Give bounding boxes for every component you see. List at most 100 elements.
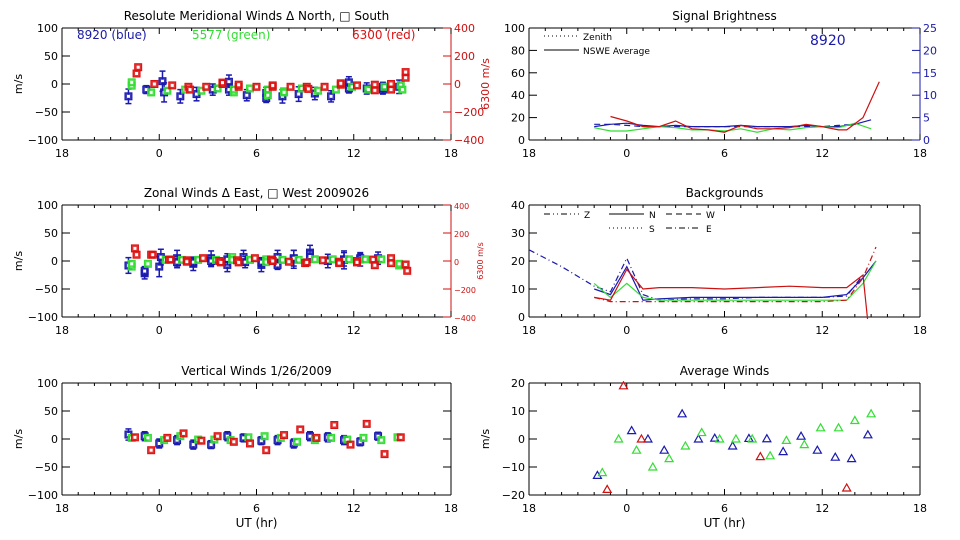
data-point-8920 xyxy=(796,430,807,440)
legend-label: W xyxy=(706,211,715,221)
data-point-center xyxy=(135,72,139,75)
y-tick-label: 0 xyxy=(51,433,58,446)
x-tick-label: 18 xyxy=(444,147,458,160)
y-tick-right-label: 20 xyxy=(923,44,937,57)
data-point-center xyxy=(399,435,403,439)
y-tick-label: −100 xyxy=(28,311,58,324)
data-point-8920 xyxy=(778,446,789,456)
y-tick-right-label: −200 xyxy=(454,106,484,119)
data-point-center xyxy=(146,262,150,266)
data-point-5577 xyxy=(647,461,658,471)
chart-title: Average Winds xyxy=(680,364,770,378)
y-tick-right-label: 200 xyxy=(454,50,475,63)
y-tick-right-label: 25 xyxy=(923,22,937,35)
x-tick-label: 6 xyxy=(253,324,260,337)
data-point-center xyxy=(248,258,252,262)
data-layer xyxy=(124,244,412,280)
y-tick-label: 40 xyxy=(511,89,525,102)
data-point-center xyxy=(264,448,268,452)
x-axis-label: UT (hr) xyxy=(704,516,746,530)
y-tick-right-label: 400 xyxy=(454,22,475,35)
data-point-center xyxy=(237,260,241,264)
data-point-center xyxy=(199,89,203,93)
y-tick-right-label: 0 xyxy=(454,78,461,91)
y-tick-label: 50 xyxy=(44,405,58,418)
data-point-center xyxy=(246,435,250,439)
x-tick-label: 18 xyxy=(55,502,69,515)
y-axis-label: m/s xyxy=(12,74,25,94)
data-layer xyxy=(124,63,410,105)
x-tick-label: 6 xyxy=(721,502,728,515)
y-tick-label: 100 xyxy=(37,377,58,390)
x-tick-label: 18 xyxy=(444,324,458,337)
data-point-center xyxy=(316,89,320,93)
data-point-center xyxy=(126,94,130,98)
x-tick-label: 12 xyxy=(347,502,361,515)
data-point-center xyxy=(230,258,234,262)
data-point-center xyxy=(248,441,252,445)
x-tick-label: 12 xyxy=(815,502,829,515)
data-point-center xyxy=(191,443,195,447)
data-point-center xyxy=(300,86,304,90)
data-point-center xyxy=(355,260,359,264)
data-point-center xyxy=(130,262,134,266)
data-point-center xyxy=(264,260,268,264)
data-point-center xyxy=(331,257,335,261)
data-point-center xyxy=(266,93,270,97)
data-point-5577 xyxy=(833,422,844,432)
y-axis-label: m/s xyxy=(12,429,25,449)
x-tick-label: 18 xyxy=(913,147,927,160)
data-point-center xyxy=(227,80,231,84)
data-point-5577 xyxy=(714,433,725,443)
data-point-center xyxy=(329,436,333,440)
data-point-center xyxy=(169,258,173,262)
data-point-center xyxy=(389,256,393,260)
data-point-center xyxy=(211,88,215,92)
y-tick-label: 100 xyxy=(37,22,58,35)
x-tick-label: 12 xyxy=(347,324,361,337)
data-point-8920 xyxy=(693,433,704,443)
data-point-center xyxy=(389,88,393,92)
data-point-center xyxy=(337,261,341,265)
data-point-center xyxy=(191,260,195,264)
data-point-center xyxy=(399,83,403,87)
data-point-center xyxy=(345,438,349,442)
data-point-center xyxy=(149,448,153,452)
y-axis-right-label: 6300 m/s xyxy=(479,58,492,110)
data-point-center xyxy=(149,90,153,94)
x-tick-label: 18 xyxy=(55,324,69,337)
data-point-center xyxy=(276,255,280,259)
chart-title: Vertical Winds 1/26/2009 xyxy=(181,364,332,378)
data-point-center xyxy=(195,92,199,96)
data-point-center xyxy=(271,259,275,263)
data-point-6300 xyxy=(755,451,766,461)
data-point-center xyxy=(133,246,137,250)
data-point-center xyxy=(379,438,383,442)
panel-meridional: Resolute Meridional Winds Δ North, □ Sou… xyxy=(12,9,492,160)
data-point-center xyxy=(326,259,330,263)
data-point-5577 xyxy=(799,439,810,449)
y-tick-label: 0 xyxy=(51,78,58,91)
y-tick-label: −100 xyxy=(28,489,58,502)
data-point-center xyxy=(295,440,299,444)
data-point-5577 xyxy=(680,440,691,450)
data-point-5577 xyxy=(613,433,624,443)
x-tick-label: 0 xyxy=(156,324,163,337)
data-point-center xyxy=(130,80,134,84)
data-point-center xyxy=(263,434,267,438)
data-point-5577 xyxy=(866,408,877,418)
chart-title: Zonal Winds Δ East, □ West 2009026 xyxy=(144,186,369,200)
data-point-5577 xyxy=(664,453,675,463)
x-tick-label: 6 xyxy=(253,502,260,515)
y-tick-right-label: 0 xyxy=(454,258,459,267)
y-tick-label: −100 xyxy=(28,134,58,147)
data-point-center xyxy=(276,263,280,267)
chart-title: Signal Brightness xyxy=(672,9,777,23)
data-point-center xyxy=(350,85,354,89)
data-point-center xyxy=(297,92,301,96)
data-point-8920 xyxy=(812,444,823,454)
data-point-6300 xyxy=(841,482,852,492)
data-point-center xyxy=(347,257,351,261)
data-point-6300 xyxy=(636,433,647,443)
data-point-6300 xyxy=(618,381,629,390)
